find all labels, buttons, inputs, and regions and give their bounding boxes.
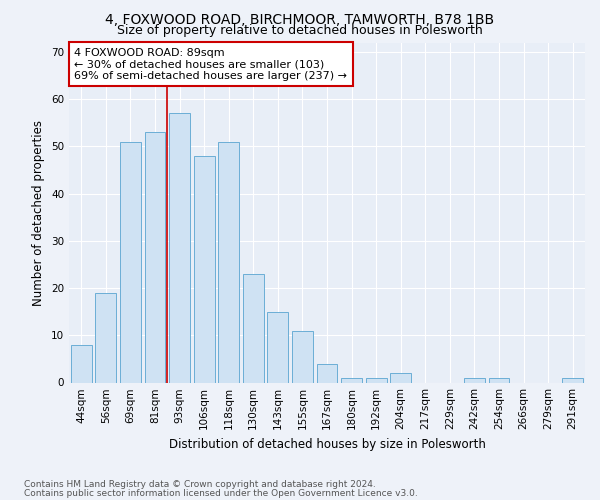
Text: Contains HM Land Registry data © Crown copyright and database right 2024.: Contains HM Land Registry data © Crown c… bbox=[24, 480, 376, 489]
X-axis label: Distribution of detached houses by size in Polesworth: Distribution of detached houses by size … bbox=[169, 438, 485, 451]
Bar bbox=[268, 312, 289, 382]
Text: Contains public sector information licensed under the Open Government Licence v3: Contains public sector information licen… bbox=[24, 488, 418, 498]
Bar bbox=[243, 274, 264, 382]
Bar bbox=[464, 378, 485, 382]
Text: 4 FOXWOOD ROAD: 89sqm
← 30% of detached houses are smaller (103)
69% of semi-det: 4 FOXWOOD ROAD: 89sqm ← 30% of detached … bbox=[74, 48, 347, 81]
Bar bbox=[194, 156, 215, 382]
Bar bbox=[317, 364, 337, 382]
Bar bbox=[562, 378, 583, 382]
Text: Size of property relative to detached houses in Polesworth: Size of property relative to detached ho… bbox=[117, 24, 483, 37]
Bar bbox=[488, 378, 509, 382]
Bar bbox=[95, 293, 116, 382]
Bar bbox=[365, 378, 386, 382]
Bar bbox=[292, 330, 313, 382]
Text: 4, FOXWOOD ROAD, BIRCHMOOR, TAMWORTH, B78 1BB: 4, FOXWOOD ROAD, BIRCHMOOR, TAMWORTH, B7… bbox=[106, 12, 494, 26]
Bar bbox=[341, 378, 362, 382]
Bar bbox=[120, 142, 141, 382]
Bar bbox=[390, 373, 411, 382]
Bar bbox=[145, 132, 166, 382]
Bar bbox=[169, 114, 190, 382]
Y-axis label: Number of detached properties: Number of detached properties bbox=[32, 120, 46, 306]
Bar bbox=[218, 142, 239, 382]
Bar bbox=[71, 344, 92, 383]
